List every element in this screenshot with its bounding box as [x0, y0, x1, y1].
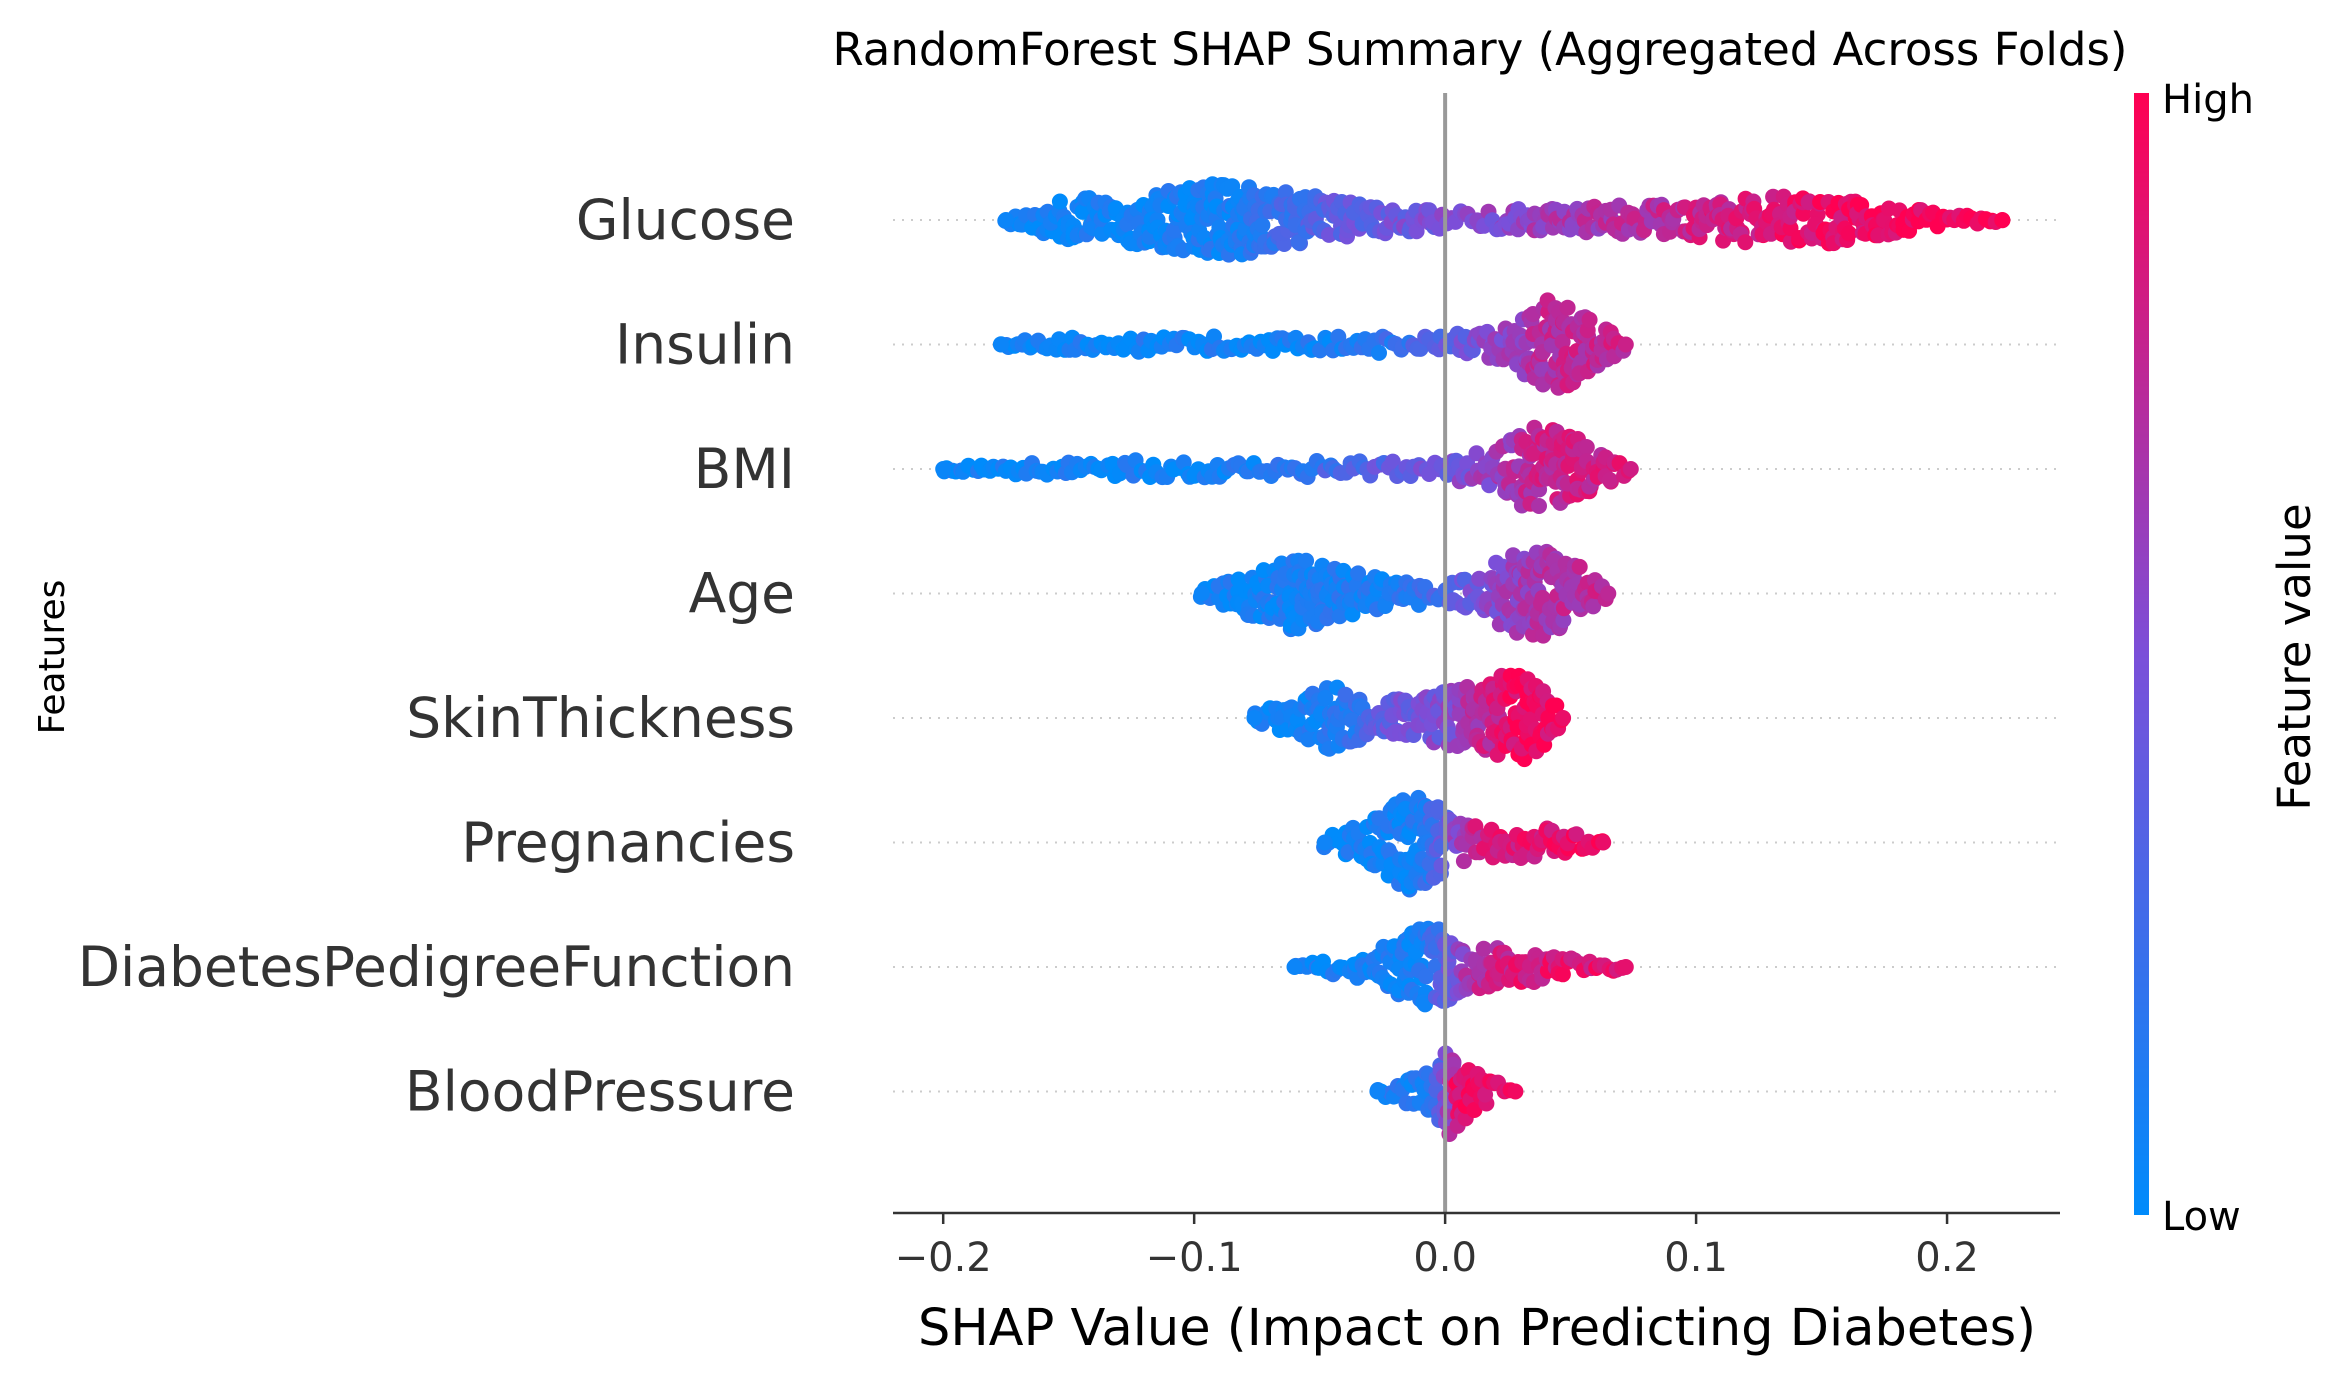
x-tick-label: −0.1 — [1146, 1235, 1243, 1281]
shap-point — [1554, 966, 1571, 983]
shap-point — [1507, 1083, 1524, 1100]
feature-rows: Glucose Insulin BMI Age SkinThickness Pregnan… — [78, 188, 2060, 1124]
feature-label: BloodPressure — [405, 1060, 795, 1124]
x-axis-ticks: −0.2 −0.1 0.0 0.1 0.2 — [895, 1213, 1979, 1281]
feature-label: BMI — [694, 437, 795, 501]
x-tick-label: −0.2 — [895, 1235, 992, 1281]
shap-point — [1264, 342, 1281, 359]
shap-point — [997, 212, 1014, 228]
feature-label: Age — [689, 562, 795, 626]
shap-point — [1471, 570, 1488, 587]
colorbar-title: Feature value — [2268, 503, 2321, 810]
feature-label: Insulin — [615, 313, 795, 377]
shap-point — [1384, 453, 1401, 470]
shap-point — [1585, 598, 1602, 615]
shap-point — [1316, 834, 1333, 851]
x-tick-label: 0.0 — [1413, 1235, 1477, 1281]
chart-title: RandomForest SHAP Summary (Aggregated Ac… — [833, 23, 2128, 76]
shap-point — [1595, 834, 1612, 851]
shap-point — [1193, 585, 1210, 602]
beeswarm-points — [935, 176, 2011, 1142]
feature-label: SkinThickness — [406, 686, 795, 750]
shap-point — [1555, 612, 1572, 629]
shap-point — [1298, 552, 1315, 569]
shap-point — [1555, 710, 1572, 726]
shap-point — [1601, 472, 1618, 488]
feature-label: DiabetesPedigreeFunction — [78, 935, 795, 999]
shap-point — [1344, 712, 1360, 729]
feature-label: Glucose — [576, 188, 795, 252]
colorbar-high-label: High — [2162, 77, 2254, 123]
shap-point — [1371, 344, 1387, 361]
shap-point — [1622, 461, 1639, 477]
shap-point — [1300, 731, 1317, 748]
shap-point — [1466, 1102, 1483, 1118]
x-axis-label: SHAP Value (Impact on Predicting Diabete… — [918, 1299, 2036, 1358]
shap-point — [1051, 193, 1068, 210]
shap-point — [1455, 853, 1472, 870]
shap-point — [1475, 940, 1492, 957]
shap-point — [1286, 959, 1303, 975]
shap-point — [1290, 234, 1307, 251]
shap-point — [1418, 968, 1435, 985]
shap-point — [1330, 328, 1347, 345]
shap-point — [1254, 217, 1271, 234]
shap-point — [1578, 439, 1595, 456]
shap-point — [1468, 445, 1485, 462]
colorbar — [2134, 93, 2149, 1215]
shap-point — [1074, 203, 1091, 220]
shap-point — [1617, 959, 1634, 975]
shap-point — [1350, 565, 1367, 582]
shap-point — [1568, 826, 1585, 843]
shap-point — [1617, 336, 1634, 353]
x-tick-label: 0.2 — [1915, 1235, 1979, 1281]
y-axis-label: Features — [32, 580, 73, 735]
shap-point — [1246, 710, 1263, 726]
shap-point — [1571, 558, 1588, 575]
shap-point — [1337, 686, 1354, 703]
shap-point — [1737, 234, 1754, 251]
shap-point — [1344, 606, 1361, 623]
shap-point — [1165, 222, 1182, 238]
shap-point — [1331, 608, 1348, 625]
shap-point — [1421, 202, 1438, 219]
shap-point — [1477, 1086, 1494, 1103]
shap-point — [1377, 598, 1394, 614]
shap-point — [1277, 184, 1294, 201]
shap-point — [1600, 585, 1617, 602]
shap-point — [1559, 299, 1576, 316]
shap-point — [1841, 225, 1857, 242]
shap-point — [1369, 1083, 1386, 1100]
shap-point — [1548, 697, 1565, 714]
shap-point — [1321, 226, 1337, 243]
shap-point — [1994, 212, 2011, 228]
colorbar-low-label: Low — [2162, 1194, 2241, 1240]
shap-point — [935, 461, 952, 477]
shap-point — [1581, 311, 1598, 328]
shap-point — [992, 336, 1009, 353]
shap-point — [1531, 498, 1547, 514]
x-tick-label: 0.1 — [1664, 1235, 1728, 1281]
shap-point — [1317, 689, 1334, 706]
feature-label: Pregnancies — [461, 811, 795, 875]
